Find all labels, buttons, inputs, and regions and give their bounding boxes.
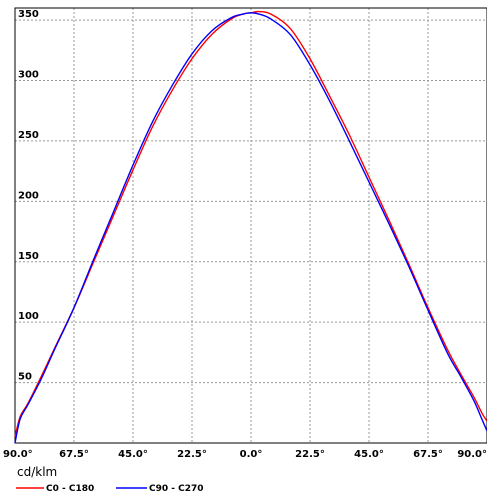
grid-lines [15, 8, 487, 443]
x-tick-label: 22.5° [177, 449, 207, 460]
x-tick-label: 45.0° [118, 449, 148, 460]
y-tick-label: 300 [18, 70, 39, 81]
plot-frame [14, 7, 487, 444]
x-tick-label: 67.5° [59, 449, 89, 460]
y-tick-label: 250 [18, 130, 39, 141]
x-tick-label: 90.0° [457, 449, 487, 460]
y-tick-label: 100 [18, 311, 39, 322]
y-tick-label: 50 [18, 372, 32, 383]
y-tick-label: 350 [18, 9, 39, 20]
x-tick-label: 22.5° [295, 449, 325, 460]
series-line-c90-c270 [14, 12, 487, 444]
x-tick-label: 67.5° [413, 449, 443, 460]
legend-label: C0 - C180 [46, 484, 94, 493]
legend-label: C90 - C270 [149, 484, 204, 493]
legend: C0 - C180 C90 - C270 [16, 484, 204, 493]
y-tick-label: 200 [18, 190, 39, 201]
series-layer [14, 10, 487, 444]
x-axis-ticks: 90.0° 67.5° 45.0° 22.5° 0.0° 22.5° 45.0° 67.5° 9… [3, 449, 487, 460]
x-tick-label: 0.0° [240, 449, 263, 460]
unit-label: cd/klm [17, 465, 57, 479]
y-tick-label: 150 [18, 251, 39, 262]
x-tick-label: 45.0° [354, 449, 384, 460]
x-tick-label: 90.0° [3, 449, 33, 460]
y-axis-ticks: 50 100 150 200 250 300 350 [18, 9, 39, 383]
